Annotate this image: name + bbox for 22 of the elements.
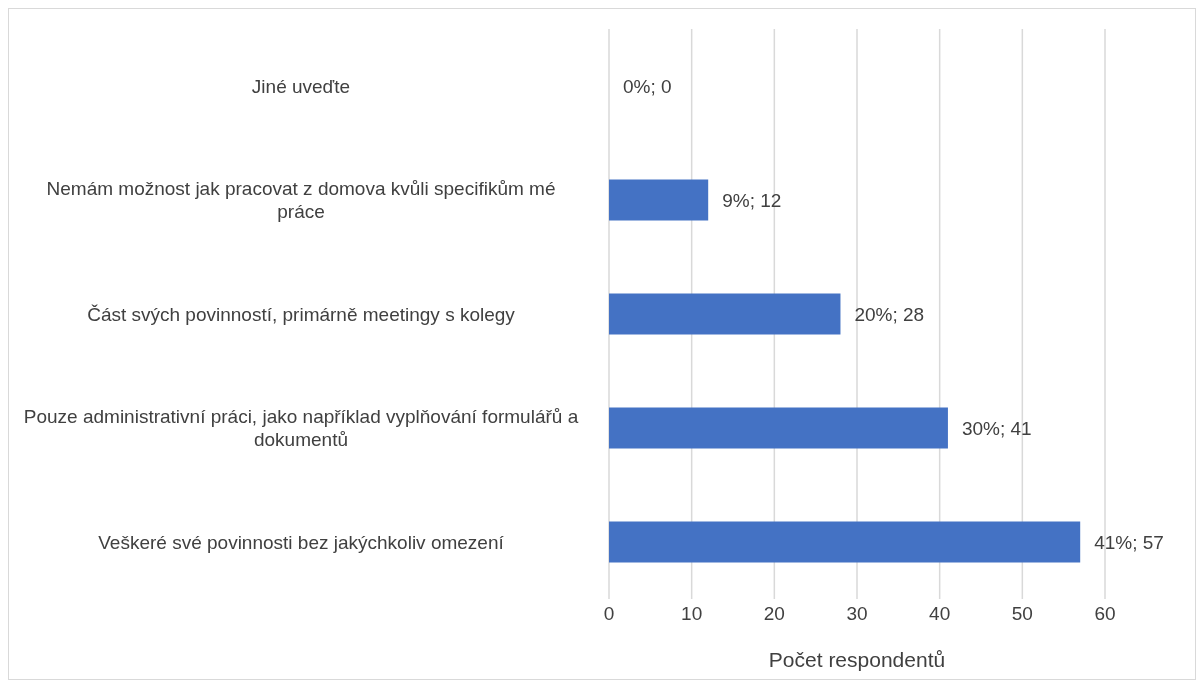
- bar: [609, 521, 1081, 563]
- y-tick-label: Pouze administrativní práci, jako například vyplňování formulářů a dokumentů: [23, 406, 579, 451]
- y-tick-label: Část svých povinností, primárně meetingy s kolegy: [87, 303, 516, 325]
- bar: [609, 179, 709, 221]
- y-tick-label: Jiné uveďte: [251, 75, 351, 97]
- x-tick-label: 50: [1011, 603, 1033, 625]
- x-tick-label: 40: [929, 603, 951, 625]
- x-tick-label: 30: [846, 603, 868, 625]
- x-tick-label: 10: [681, 603, 703, 625]
- x-tick-label: 0: [603, 603, 615, 625]
- y-tick-label: Veškeré své povinnosti bez jakýchkoliv omezení: [98, 531, 505, 553]
- data-label: 0%; 0: [623, 75, 672, 97]
- data-label: 30%; 41: [961, 417, 1032, 439]
- x-tick-label: 20: [763, 603, 785, 625]
- x-tick-label: 60: [1094, 603, 1116, 625]
- data-label: 41%; 57: [1094, 531, 1164, 553]
- y-tick-label: Nemám možnost jak pracovat z domova kvůli specifikům mé práce: [46, 178, 556, 223]
- bar: [609, 293, 841, 335]
- data-label: 20%; 28: [854, 303, 925, 325]
- bar: [609, 407, 948, 449]
- x-axis-title: Počet respondentů: [768, 648, 946, 671]
- data-label: 9%; 12: [722, 189, 782, 211]
